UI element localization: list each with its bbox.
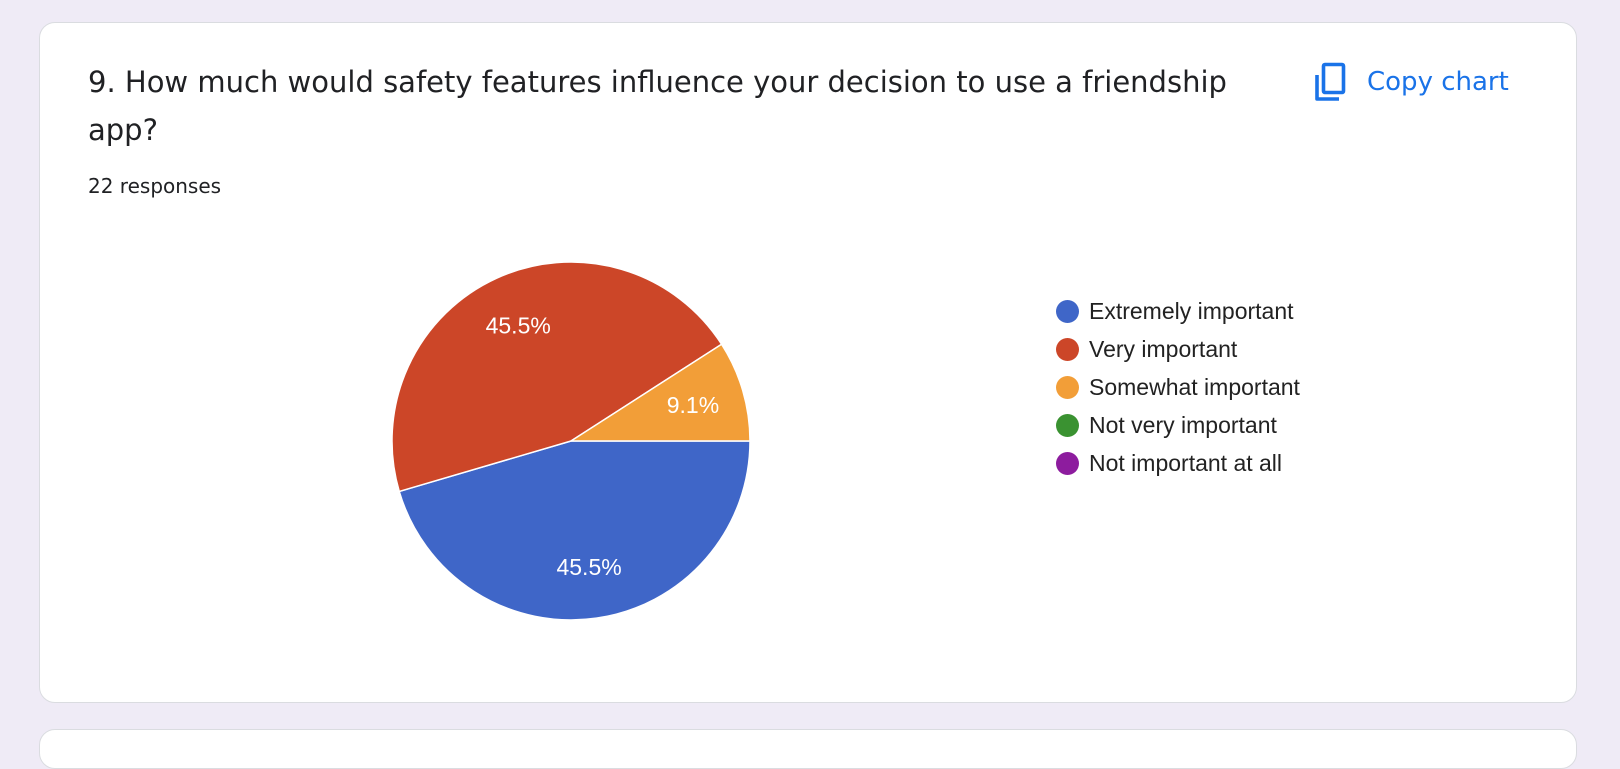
question-title: 9. How much would safety features influe… bbox=[88, 65, 1227, 147]
response-count: 22 responses bbox=[88, 174, 222, 198]
legend-swatch bbox=[1056, 337, 1079, 361]
legend-item: Not important at all bbox=[1056, 444, 1300, 482]
pie-chart: 45.5% 45.5% 9.1% bbox=[391, 261, 751, 621]
copy-icon bbox=[1315, 62, 1346, 101]
legend-swatch bbox=[1056, 299, 1079, 323]
legend-swatch bbox=[1056, 413, 1079, 437]
pie-slice-somewhat-important bbox=[568, 343, 751, 442]
legend-swatch bbox=[1056, 375, 1079, 399]
legend-label: Somewhat important bbox=[1089, 373, 1300, 400]
legend-item: Extremely important bbox=[1056, 292, 1300, 330]
legend-swatch bbox=[1056, 451, 1079, 475]
next-question-card bbox=[39, 729, 1577, 769]
legend-label: Not very important bbox=[1089, 411, 1277, 438]
legend-item: Somewhat important bbox=[1056, 368, 1300, 406]
copy-chart-button[interactable]: Copy chart bbox=[1310, 61, 1509, 103]
question-card: 9. How much would safety features influe… bbox=[39, 22, 1577, 703]
pie-slice-label: 45.5% bbox=[486, 312, 551, 338]
legend-item: Not very important bbox=[1056, 406, 1300, 444]
legend-item: Very important bbox=[1056, 330, 1300, 368]
legend-label: Very important bbox=[1089, 335, 1238, 362]
pie-slice-label: 45.5% bbox=[556, 554, 621, 580]
pie-slice-extremely-important bbox=[398, 440, 751, 621]
chart-legend: Extremely important Very important Somewha… bbox=[1056, 292, 1300, 482]
copy-chart-label: Copy chart bbox=[1367, 67, 1509, 97]
pie-slice-label: 9.1% bbox=[667, 392, 719, 418]
pie-slice-very-important bbox=[391, 261, 723, 493]
legend-label: Not important at all bbox=[1089, 449, 1283, 476]
legend-label: Extremely important bbox=[1089, 297, 1294, 324]
